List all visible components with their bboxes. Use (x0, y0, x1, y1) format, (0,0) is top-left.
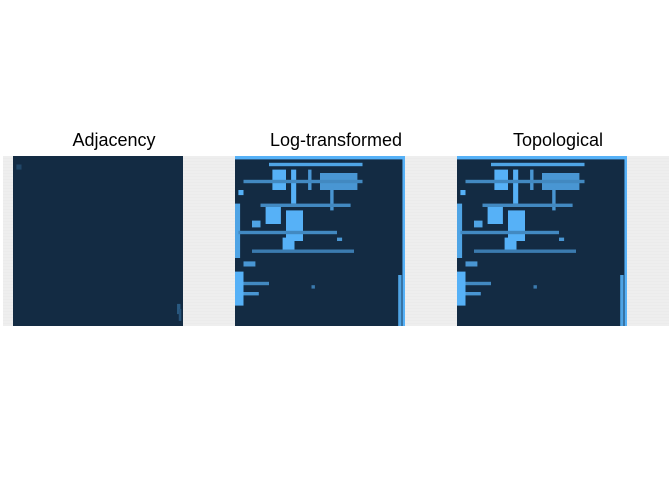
heatmap-tile (513, 169, 519, 204)
heatmap-tile (465, 281, 491, 286)
heatmap-tile (235, 271, 244, 306)
heatmap-tile (243, 179, 363, 184)
heatmap-plot (225, 156, 447, 326)
panel-topological: Topological (447, 128, 669, 328)
heatmap-tile (252, 220, 261, 228)
heatmap-tile (235, 203, 241, 258)
heatmap-tile (533, 285, 537, 289)
heatmap-tile (252, 249, 354, 253)
heatmap-tile (243, 292, 259, 296)
heatmap-tile (457, 271, 466, 306)
heatmap-tile (465, 261, 478, 267)
heatmap-base (13, 156, 183, 326)
heatmap-tile (330, 186, 334, 211)
heatmap-svg (447, 156, 669, 326)
heatmap-tile (465, 292, 481, 296)
heatmap-tile (260, 203, 351, 207)
heatmap-tiles (457, 156, 627, 326)
panel-log-transformed: Log-transformed (225, 128, 447, 328)
heatmap-tile (311, 285, 315, 289)
heatmap-tile (474, 249, 576, 253)
panel-adjacency: Adjacency (3, 128, 225, 328)
heatmap-tile (291, 169, 297, 204)
heatmap-tile (460, 190, 466, 196)
heatmap-tile (457, 203, 463, 258)
heatmap-tile (474, 220, 483, 228)
heatmap-tile (178, 309, 182, 321)
heatmap-tile (508, 210, 525, 241)
heatmap-tile (265, 207, 281, 224)
heatmap-tile (235, 156, 405, 160)
heatmap-tile (504, 237, 517, 250)
heatmap-tile (16, 164, 22, 170)
heatmap-tile (620, 275, 624, 326)
panel-title: Topological (512, 130, 604, 150)
heatmap-tile (457, 156, 627, 160)
heatmap-tile (238, 190, 244, 196)
heatmap-tile (337, 237, 343, 241)
heatmap-tile (177, 303, 181, 315)
heatmap-tile (243, 281, 269, 286)
panel-title: Adjacency (72, 130, 156, 150)
heatmap-tile (491, 162, 585, 167)
heatmap-tile (238, 230, 337, 235)
heatmap-plot (447, 156, 669, 326)
heatmap-tile (402, 156, 405, 326)
heatmap-svg (3, 156, 225, 326)
heatmap-plot (3, 156, 225, 326)
heatmap-tiles (235, 156, 405, 326)
heatmap-tile (286, 210, 303, 241)
heatmap-tile (487, 207, 503, 224)
panel-title: Log-transformed (269, 130, 403, 150)
heatmap-tile (398, 275, 402, 326)
heatmap-tiles (16, 164, 182, 321)
heatmap-tile (465, 179, 585, 184)
heatmap-tile (282, 237, 295, 250)
heatmap-tile (243, 261, 256, 267)
heatmap-svg (225, 156, 447, 326)
heatmap-tile (460, 230, 559, 235)
heatmap-tile (559, 237, 565, 241)
heatmap-tile (482, 203, 573, 207)
heatmap-tile (624, 156, 627, 326)
heatmap-tile (269, 162, 363, 167)
heatmap-tile (552, 186, 556, 211)
